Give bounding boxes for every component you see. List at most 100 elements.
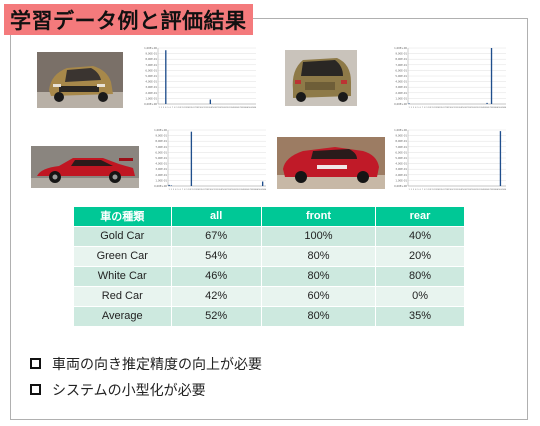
x-tick-label: 40 — [495, 107, 498, 109]
y-tick-label: 8,00E-01 — [395, 57, 407, 61]
x-tick-label: 15 — [439, 189, 442, 191]
y-tick-label: 6,00E-01 — [155, 150, 167, 154]
y-tick-label: 8,00E-01 — [155, 139, 167, 143]
x-tick-label: 44 — [254, 107, 257, 109]
x-tick-label: 42 — [259, 189, 262, 191]
x-tick-label: 38 — [490, 189, 493, 191]
x-tick-label: 23 — [457, 107, 460, 109]
x-tick-label: 35 — [484, 107, 487, 109]
x-tick-label: 2 — [171, 189, 173, 191]
x-tick-label: 23 — [217, 189, 220, 191]
table-cell: Green Car — [74, 245, 172, 266]
x-tick-label: 4 — [165, 107, 167, 109]
x-tick-label: 14 — [437, 107, 440, 109]
x-tick-label: 43 — [501, 107, 504, 109]
x-tick-label: 6 — [420, 107, 422, 109]
x-tick-label: 13 — [185, 107, 188, 109]
x-tick-label: 34 — [481, 107, 484, 109]
x-tick-label: 43 — [251, 107, 254, 109]
x-tick-label: 32 — [477, 107, 480, 109]
table-cell: 20% — [375, 245, 464, 266]
x-tick-label: 12 — [182, 107, 185, 109]
y-tick-label: 5,00E-01 — [155, 156, 167, 160]
x-tick-label: 29 — [220, 107, 223, 109]
histogram-chart-4: 1,00E+00 9,00E-01 8,00E-01 7,00E-01 6,00E-01… — [392, 126, 510, 196]
x-tick-label: 23 — [457, 189, 460, 191]
x-tick-label: 1 — [168, 189, 170, 191]
x-tick-label: 18 — [446, 189, 449, 191]
x-tick-label: 4 — [175, 189, 177, 191]
histogram-bar — [408, 103, 410, 104]
x-tick-label: 37 — [488, 189, 491, 191]
x-tick-label: 39 — [492, 189, 495, 191]
x-tick-label: 10 — [428, 107, 431, 109]
red-car-front-photo — [277, 137, 385, 189]
x-tick-label: 40 — [255, 189, 258, 191]
x-tick-label: 38 — [250, 189, 253, 191]
y-tick-label: 1,00E-01 — [155, 178, 167, 182]
x-tick-label: 25 — [461, 189, 464, 191]
x-tick-label: 9 — [186, 189, 188, 191]
x-tick-label: 41 — [497, 189, 500, 191]
y-tick-label: 7,00E-01 — [395, 145, 407, 149]
x-tick-label: 32 — [477, 189, 480, 191]
x-tick-label: 14 — [437, 189, 440, 191]
y-tick-label: 1,00E+00 — [394, 128, 407, 132]
y-tick-label: 8,00E-01 — [395, 139, 407, 143]
histogram-bar — [165, 50, 167, 104]
x-tick-label: 37 — [248, 189, 251, 191]
y-tick-label: 3,00E-01 — [395, 85, 407, 89]
header-all: all — [171, 207, 262, 226]
x-tick-label: 20 — [200, 107, 203, 109]
x-tick-label: 27 — [466, 107, 469, 109]
histogram-chart-3: 1,00E+00 9,00E-01 8,00E-01 7,00E-01 6,00E-01… — [152, 126, 270, 196]
y-tick-label: 6,00E-01 — [395, 150, 407, 154]
x-tick-label: 38 — [240, 107, 243, 109]
y-tick-label: 2,00E-01 — [395, 173, 407, 177]
x-tick-label: 7 — [182, 189, 184, 191]
x-tick-label: 25 — [461, 107, 464, 109]
x-tick-label: 24 — [459, 107, 462, 109]
y-tick-label: 5,00E-01 — [145, 74, 157, 78]
x-tick-label: 19 — [448, 189, 451, 191]
table-row: Green Car 54% 80% 20% — [74, 245, 464, 266]
x-tick-label: 7 — [422, 107, 424, 109]
title-box: 学習データ例と評価結果 — [4, 4, 253, 35]
x-tick-label: 19 — [448, 107, 451, 109]
x-tick-label: 3 — [413, 107, 415, 109]
x-tick-label: 40 — [245, 107, 248, 109]
histogram-bar — [209, 99, 212, 104]
x-tick-label: 36 — [236, 107, 239, 109]
histogram-bar — [170, 185, 173, 186]
x-tick-label: 17 — [443, 189, 446, 191]
x-tick-label: 1 — [408, 189, 410, 191]
x-tick-label: 40 — [495, 189, 498, 191]
x-tick-label: 37 — [488, 107, 491, 109]
x-tick-label: 36 — [486, 189, 489, 191]
y-tick-label: 9,00E-01 — [155, 134, 167, 138]
table-row: Red Car 42% 60% 0% — [74, 285, 464, 306]
x-tick-label: 5 — [167, 107, 169, 109]
x-tick-label: 4 — [415, 189, 417, 191]
x-tick-label: 29 — [470, 189, 473, 191]
x-tick-label: 44 — [264, 189, 267, 191]
histogram-bar — [499, 131, 502, 186]
x-tick-label: 21 — [212, 189, 215, 191]
x-tick-label: 8 — [174, 107, 176, 109]
y-tick-label: 0,00E+00 — [394, 184, 407, 188]
y-tick-label: 7,00E-01 — [155, 145, 167, 149]
x-tick-label: 22 — [215, 189, 218, 191]
y-tick-label: 5,00E-01 — [395, 156, 407, 160]
table-row: Gold Car 67% 100% 40% — [74, 225, 464, 246]
y-tick-label: 7,00E-01 — [145, 63, 157, 67]
y-tick-label: 3,00E-01 — [395, 167, 407, 171]
y-tick-label: 2,00E-01 — [395, 91, 407, 95]
x-tick-label: 26 — [464, 107, 467, 109]
x-tick-label: 44 — [504, 107, 507, 109]
x-tick-label: 6 — [180, 189, 182, 191]
x-tick-label: 9 — [426, 107, 428, 109]
y-tick-label: 9,00E-01 — [145, 52, 157, 56]
x-tick-label: 14 — [187, 107, 190, 109]
x-tick-label: 35 — [484, 189, 487, 191]
x-tick-label: 11 — [180, 107, 183, 109]
